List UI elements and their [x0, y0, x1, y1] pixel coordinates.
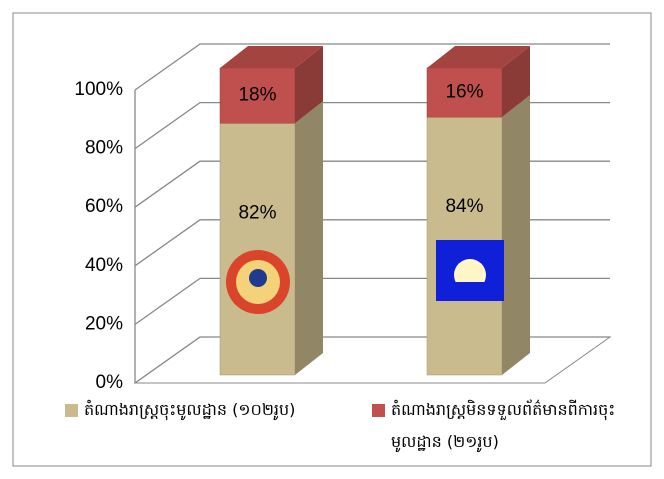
- logo: [226, 250, 290, 314]
- legend-swatch: [372, 404, 385, 417]
- bar-side: [295, 46, 323, 124]
- data-label: 82%: [238, 202, 276, 223]
- floor: [133, 336, 612, 384]
- bar-front: [219, 123, 296, 376]
- legend-item: តំណាងរាស្ត្រមិនទទួលព័ត៌មានពីការចុះមូលដ្ឋ…: [372, 394, 632, 458]
- bar-front: [426, 67, 503, 118]
- y-tick-label: 20%: [85, 313, 123, 334]
- grid-line: [134, 43, 610, 91]
- legend-label: តំណាងរាស្ត្រមិនទទួលព័ត៌មានពីការចុះមូលដ្ឋ…: [391, 400, 616, 451]
- y-tick-label: 0%: [96, 372, 124, 393]
- y-tick-label: 100%: [74, 79, 123, 100]
- bar-side: [502, 95, 530, 376]
- data-label: 84%: [445, 196, 483, 217]
- bar-front: [219, 67, 296, 124]
- logo: [436, 240, 504, 301]
- legend-item: តំណាងរាស្ត្រចុះមូលដ្ឋាន (១០២រូប): [65, 394, 355, 426]
- data-label: 16%: [445, 82, 483, 103]
- legend-label: តំណាងរាស្ត្រចុះមូលដ្ឋាន (១០២រូប): [84, 400, 296, 419]
- data-label: 18%: [238, 85, 276, 106]
- logo-base: [450, 282, 490, 294]
- y-tick-label: 60%: [85, 196, 123, 217]
- bar-side: [502, 46, 530, 118]
- legend-swatch: [65, 404, 78, 417]
- bar-top: [427, 46, 530, 68]
- bar-top: [220, 46, 323, 68]
- y-tick-label: 80%: [85, 138, 123, 159]
- bar-side: [295, 101, 323, 375]
- logo-core: [249, 269, 267, 287]
- y-tick-label: 40%: [85, 255, 123, 276]
